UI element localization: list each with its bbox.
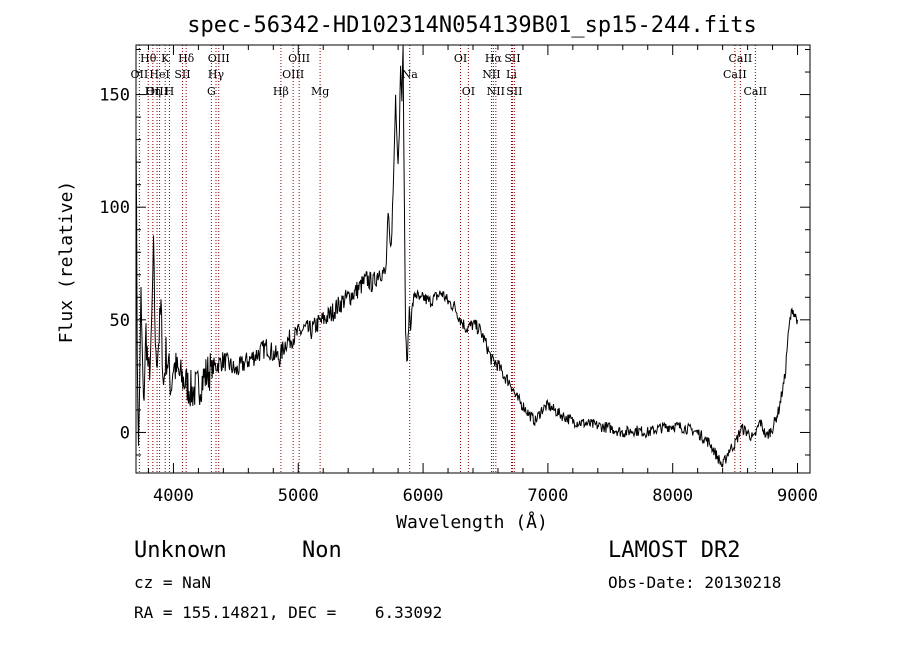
line-label: OII — [131, 68, 149, 81]
object-class: Unknown — [134, 538, 227, 563]
x-axis-label: Wavelength (Å) — [396, 511, 548, 533]
line-label: K — [161, 52, 170, 65]
line-label: Hγ — [208, 68, 225, 81]
line-label: SII — [506, 85, 522, 98]
plot-frame — [135, 44, 811, 474]
y-tick-label: 150 — [99, 86, 130, 106]
y-tick-label: 100 — [99, 198, 130, 218]
line-label: Hδ — [178, 52, 195, 65]
line-label: H — [165, 85, 175, 98]
y-tick-label: 50 — [110, 311, 130, 331]
x-tick-label: 5000 — [278, 486, 319, 506]
survey-name: LAMOST DR2 — [608, 538, 741, 563]
line-label: OI — [462, 85, 475, 98]
obs-date: Obs-Date: 20130218 — [608, 573, 782, 592]
y-tick-label: 0 — [120, 423, 130, 443]
line-label: Hβ — [273, 85, 289, 98]
line-label: Hα — [485, 52, 503, 65]
emission-line-markers: Hθ OII OIII K HeI Hη SII H Hδ OIII Hγ G Hβ OIII OIII Mg… — [131, 45, 767, 473]
x-tick-label: 6000 — [403, 486, 444, 506]
line-label: Li — [506, 68, 517, 81]
line-label: OI — [454, 52, 467, 65]
y-axis-label: Flux (relative) — [56, 181, 77, 344]
x-tick-label: 9000 — [777, 486, 818, 506]
line-label: NII — [487, 85, 505, 98]
line-label: SII — [504, 52, 520, 65]
line-label: Hη — [145, 85, 161, 98]
x-tick-label: 7000 — [527, 486, 568, 506]
line-label: OIII — [208, 52, 230, 65]
line-label: CaII — [743, 85, 767, 98]
y-axis-ticks: 0 50 100 150 — [99, 49, 810, 456]
line-label: Mg — [311, 85, 329, 98]
x-tick-label: 8000 — [652, 486, 693, 506]
line-label: HeI — [149, 68, 169, 81]
coordinates: RA = 155.14821, DEC = 6.33092 — [134, 603, 443, 622]
line-label: SII — [174, 68, 190, 81]
object-subclass: Non — [302, 538, 342, 563]
spectrum-line — [135, 44, 798, 468]
line-label: OIII — [282, 68, 304, 81]
chart-title: spec-56342-HD102314N054139B01_sp15-244.f… — [187, 13, 757, 38]
line-label: G — [207, 85, 216, 98]
line-label: CaII — [723, 68, 747, 81]
line-label: OIII — [288, 52, 310, 65]
line-label: NII — [482, 68, 500, 81]
line-label: OIII — [146, 85, 168, 98]
redshift-value: cz = NaN — [134, 573, 212, 592]
line-label: CaII — [729, 52, 753, 65]
line-label: Hθ — [140, 52, 157, 65]
line-label: Na — [402, 68, 419, 81]
x-axis-ticks: 4000 5000 6000 7000 8000 9000 — [147, 45, 818, 506]
x-tick-label: 4000 — [153, 486, 194, 506]
